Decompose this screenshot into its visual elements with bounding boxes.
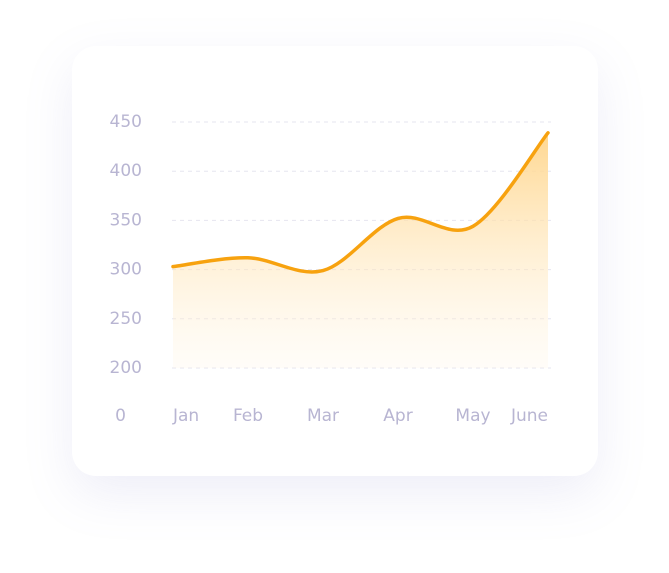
y-tick-label: 450 [110, 112, 142, 132]
x-tick-label: Feb [233, 406, 263, 426]
x-tick-label: Apr [383, 406, 412, 426]
y-tick-label: 350 [110, 210, 142, 230]
line [171, 131, 550, 274]
origin-label: 0 [115, 406, 126, 426]
area-fill [173, 132, 548, 368]
y-tick-label: 200 [110, 358, 142, 378]
y-tick-label: 400 [110, 161, 142, 181]
x-tick-label: Jan [172, 406, 199, 426]
y-tick-label: 300 [110, 260, 142, 280]
x-tick-label: May [455, 406, 490, 426]
x-tick-label: June [510, 406, 548, 426]
y-tick-label: 250 [110, 309, 142, 329]
x-tick-label: Mar [307, 406, 339, 426]
